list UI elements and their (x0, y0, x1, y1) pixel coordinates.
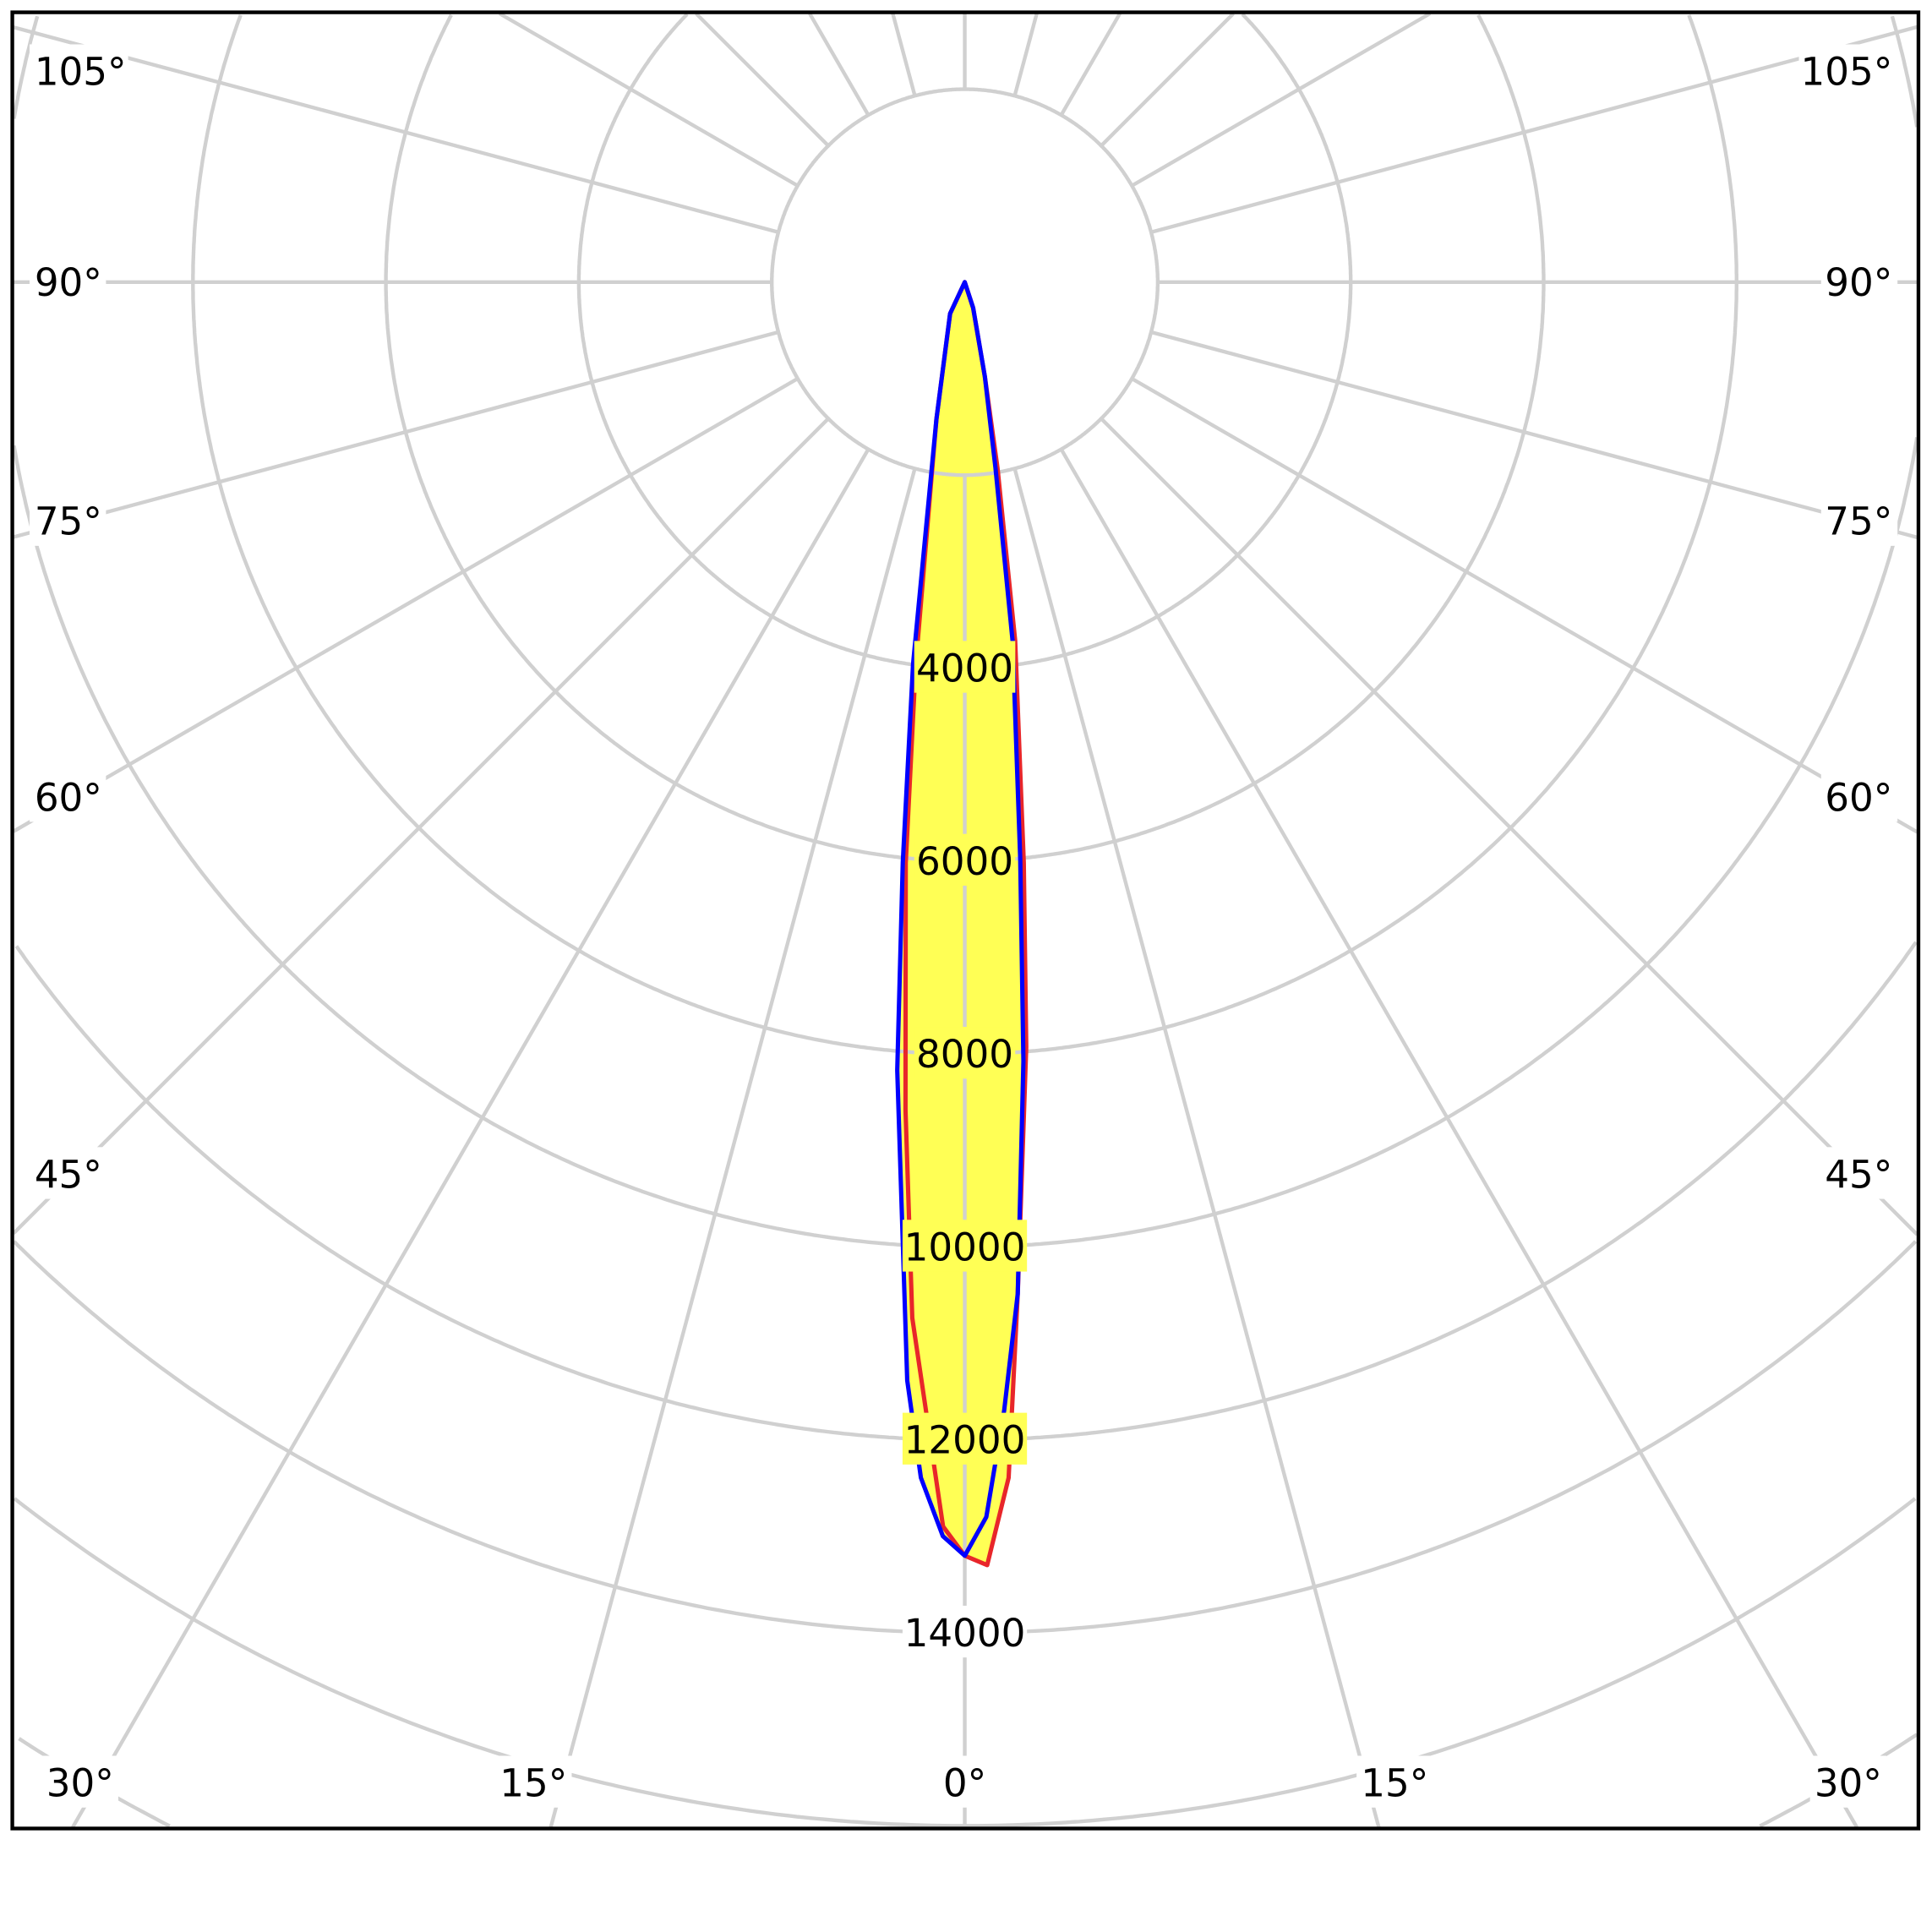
radial-label-bg (902, 1220, 1028, 1272)
grid-spoke (12, 417, 830, 1235)
angle-label: 75° (35, 499, 102, 544)
grid-spoke (1012, 467, 1381, 1828)
angle-label: 45° (35, 1152, 102, 1197)
angle-label: 15° (1361, 1761, 1428, 1806)
angle-label-bg (1820, 1147, 1898, 1199)
angle-label-bg (1809, 1755, 1887, 1808)
angle-label: 30° (1815, 1761, 1882, 1806)
grid-spoke (1131, 12, 1432, 188)
angle-label: 105° (35, 50, 127, 95)
radial-tick-label: 8000 (916, 1032, 1013, 1077)
grid-ring (576, 13, 965, 670)
radial-tick-label: 14000 (904, 1611, 1026, 1656)
radial-tick-label: 6000 (916, 839, 1013, 884)
angle-label-bg (29, 494, 106, 546)
angle-label-bg (1356, 1755, 1433, 1808)
radial-label-bg (914, 1027, 1016, 1079)
grid-ring (12, 445, 965, 1249)
grid-spoke (13, 330, 779, 539)
angle-label: 60° (35, 775, 102, 820)
grid-spoke (891, 13, 917, 96)
angle-label-bg (29, 1147, 106, 1199)
angle-label: 0° (943, 1761, 986, 1806)
angle-label-bg (1820, 254, 1898, 308)
grid-ring (12, 1240, 965, 1635)
angle-label-bg (1820, 770, 1898, 822)
grid-spoke (695, 12, 830, 147)
grid-spoke (1059, 12, 1122, 117)
grid-ring (14, 945, 965, 1442)
angle-label-bg (937, 1755, 992, 1808)
grid-ring (964, 1497, 1917, 1828)
grid-spoke (1150, 25, 1918, 234)
angle-label-bg (41, 1755, 118, 1808)
angle-label: 90° (1825, 260, 1892, 305)
angle-label: 30° (46, 1761, 114, 1806)
grid-spoke (1059, 448, 1858, 1829)
grid-spoke (71, 448, 870, 1829)
polar-grid (12, 12, 1919, 1829)
grid-ring (1890, 15, 1919, 128)
grid-ring (964, 437, 1919, 1249)
radial-tick-label: 12000 (904, 1418, 1026, 1463)
radial-label-bg (902, 1605, 1028, 1658)
plot-frame (10, 10, 1921, 1831)
grid-ring (191, 14, 965, 1056)
angle-label: 60° (1825, 775, 1892, 820)
angle-label: 75° (1825, 499, 1892, 544)
grid-spoke (808, 12, 870, 117)
angle-label-bg (29, 254, 106, 308)
angle-label-bg (495, 1755, 572, 1808)
grid-spoke (1150, 330, 1918, 539)
series-line-1 (895, 280, 1026, 1558)
grid-spoke (12, 377, 799, 833)
grid-ring (964, 14, 1738, 1056)
radial-tick-label: 10000 (904, 1225, 1026, 1269)
radial-tick-labels: 4000 6000 8000 10000 12000 14000 (902, 641, 1028, 1658)
grid-spoke (1100, 12, 1235, 147)
radial-tick-label: 4000 (916, 647, 1013, 691)
angle-label: 15° (499, 1761, 567, 1806)
angle-labels: 105° 90° 75° 60° 45° 105° 90° 75° 60° 45° 30° 15° 0°… (29, 44, 1898, 1808)
grid-ring (964, 941, 1918, 1442)
grid-ring (964, 1240, 1918, 1635)
angle-label-bg (29, 770, 106, 822)
series-fill-1 (897, 281, 1023, 1556)
grid-spoke (548, 467, 917, 1828)
angle-label: 90° (35, 260, 102, 305)
grid-spoke (1012, 13, 1039, 96)
angle-label: 45° (1825, 1152, 1892, 1197)
grid-spoke (498, 12, 799, 188)
grid-ring (384, 14, 965, 863)
angle-label-bg (1820, 494, 1898, 546)
radial-label-bg (902, 1412, 1028, 1465)
grid-ring (13, 1497, 965, 1828)
radial-label-bg (914, 641, 1016, 693)
grid-spoke (1131, 377, 1918, 834)
angle-label-bg (1798, 44, 1898, 96)
grid-ring (964, 14, 1546, 863)
grid-ring (964, 13, 1353, 670)
grid-spoke (1100, 417, 1919, 1236)
grid-spoke (13, 25, 779, 234)
radial-label-bg (914, 833, 1016, 886)
angle-label-bg (29, 44, 128, 96)
angle-label: 105° (1801, 50, 1893, 95)
